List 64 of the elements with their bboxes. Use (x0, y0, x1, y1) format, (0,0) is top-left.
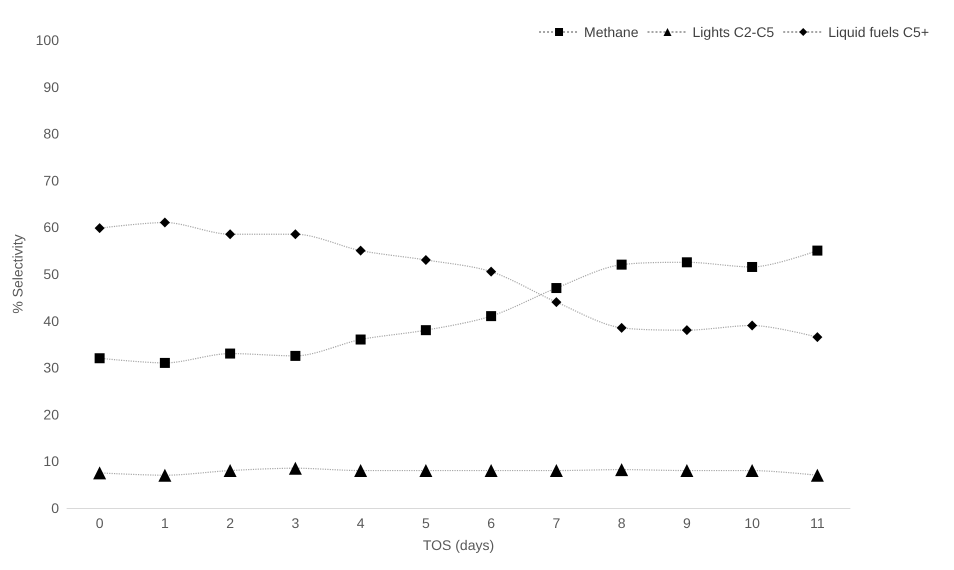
point (486, 311, 496, 322)
point (682, 257, 692, 268)
point (94, 223, 105, 234)
point (225, 229, 236, 240)
point (682, 325, 692, 336)
y-tick-label: 40 (43, 312, 60, 329)
x-axis-title: TOS (days) (422, 537, 494, 553)
point (356, 246, 366, 256)
point (551, 283, 562, 294)
point (419, 464, 432, 478)
point (290, 229, 300, 240)
y-tick-label: 10 (43, 453, 60, 470)
x-tick-label: 8 (618, 515, 626, 531)
y-tick-label: 30 (43, 360, 60, 376)
legend-label: Methane (584, 24, 639, 40)
point (551, 297, 562, 308)
point (616, 260, 627, 270)
point (224, 464, 237, 478)
y-tick-label: 80 (43, 126, 60, 142)
x-tick-label: 2 (226, 515, 234, 531)
x-tick-label: 7 (552, 515, 560, 531)
x-tick-label: 0 (96, 515, 104, 531)
point (94, 353, 105, 364)
legend-label: Liquid fuels C5+ (828, 24, 930, 40)
point (290, 350, 300, 361)
y-tick-label: 90 (43, 78, 60, 95)
y-tick-label: 70 (43, 172, 60, 188)
point (225, 348, 236, 359)
x-tick-label: 1 (160, 515, 169, 531)
point (615, 463, 628, 476)
point (93, 466, 106, 480)
point (484, 464, 498, 478)
y-tick-label: 100 (36, 32, 60, 48)
point (160, 218, 170, 228)
point (288, 462, 302, 475)
x-tick-label: 9 (682, 515, 691, 531)
x-tick-label: 6 (487, 515, 496, 531)
x-tick-label: 4 (356, 515, 365, 531)
y-tick-label: 20 (43, 406, 60, 422)
y-tick-label: 50 (43, 266, 60, 282)
point (810, 468, 824, 482)
x-tick-label: 3 (291, 515, 300, 531)
y-tick-label: 60 (43, 219, 60, 236)
point (812, 332, 822, 342)
point (420, 325, 431, 336)
point (747, 262, 758, 272)
point (746, 464, 759, 478)
point (420, 254, 431, 265)
point (356, 334, 366, 345)
point (812, 246, 822, 256)
legend-label: Lights C2-C5 (692, 24, 774, 40)
point (550, 464, 563, 478)
point (354, 464, 368, 478)
x-tick-label: 5 (422, 515, 430, 531)
point (680, 464, 694, 478)
point (158, 468, 172, 482)
point (616, 322, 627, 333)
point (486, 266, 496, 277)
point (160, 358, 170, 368)
y-tick-label: 0 (51, 500, 60, 516)
y-axis-title: % Selectivity (10, 234, 26, 314)
x-tick-label: 10 (744, 515, 760, 531)
x-tick-label: 11 (810, 515, 825, 531)
point (747, 320, 758, 330)
